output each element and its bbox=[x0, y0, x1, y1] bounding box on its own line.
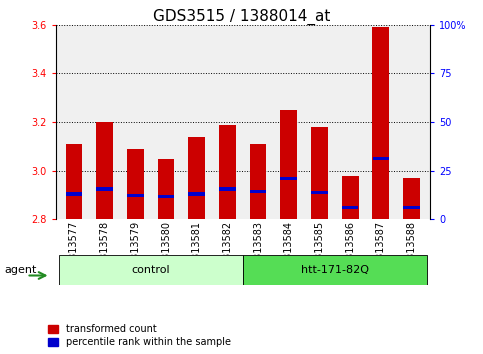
Bar bbox=[96, 122, 113, 219]
Text: GDS3515 / 1388014_at: GDS3515 / 1388014_at bbox=[153, 9, 330, 25]
Bar bbox=[127, 194, 143, 197]
Bar bbox=[243, 255, 427, 285]
Bar bbox=[280, 110, 297, 219]
Bar bbox=[372, 27, 389, 219]
Bar bbox=[250, 144, 267, 219]
Bar bbox=[250, 190, 266, 193]
Bar bbox=[219, 188, 236, 191]
Legend: transformed count, percentile rank within the sample: transformed count, percentile rank withi… bbox=[48, 325, 231, 347]
Bar bbox=[372, 157, 389, 160]
Text: control: control bbox=[131, 265, 170, 275]
Bar bbox=[158, 195, 174, 198]
Bar bbox=[403, 206, 420, 209]
Bar bbox=[219, 125, 236, 219]
Bar bbox=[311, 191, 327, 194]
Text: htt-171-82Q: htt-171-82Q bbox=[301, 265, 369, 275]
Bar bbox=[403, 178, 420, 219]
Bar bbox=[58, 255, 243, 285]
Bar bbox=[127, 149, 144, 219]
Bar bbox=[311, 127, 328, 219]
Bar bbox=[66, 144, 83, 219]
Bar bbox=[66, 192, 82, 195]
Bar bbox=[281, 177, 297, 180]
Bar bbox=[97, 188, 113, 191]
Text: agent: agent bbox=[5, 265, 37, 275]
Bar bbox=[342, 206, 358, 209]
Bar bbox=[188, 192, 205, 195]
Bar bbox=[341, 176, 358, 219]
Bar bbox=[157, 159, 174, 219]
Bar bbox=[188, 137, 205, 219]
